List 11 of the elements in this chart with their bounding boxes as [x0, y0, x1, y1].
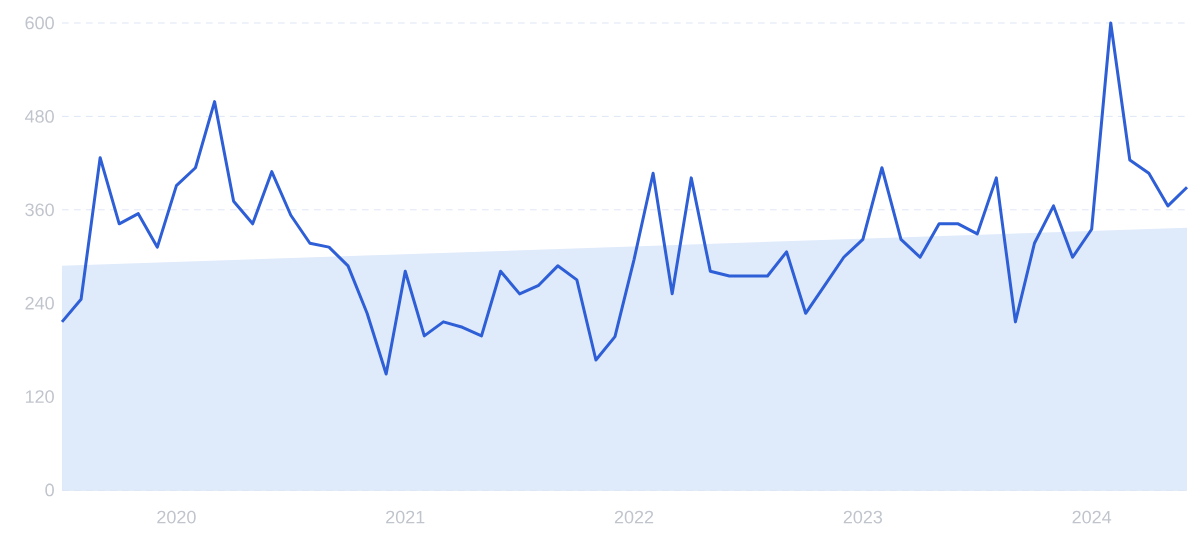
y-tick-label: 240 [25, 296, 54, 310]
x-tick-label: 2022 [614, 510, 654, 524]
x-tick-label: 2021 [386, 510, 425, 524]
x-tick-label: 2023 [843, 510, 883, 524]
x-tick-label: 2020 [157, 510, 196, 524]
y-tick-label: 360 [25, 203, 54, 217]
x-tick-label: 2024 [1072, 510, 1112, 524]
y-tick-label: 120 [25, 390, 54, 403]
y-tick-label: 480 [25, 110, 54, 123]
y-tick-label: 0 [45, 483, 54, 497]
y-tick-label: 600 [25, 16, 54, 30]
